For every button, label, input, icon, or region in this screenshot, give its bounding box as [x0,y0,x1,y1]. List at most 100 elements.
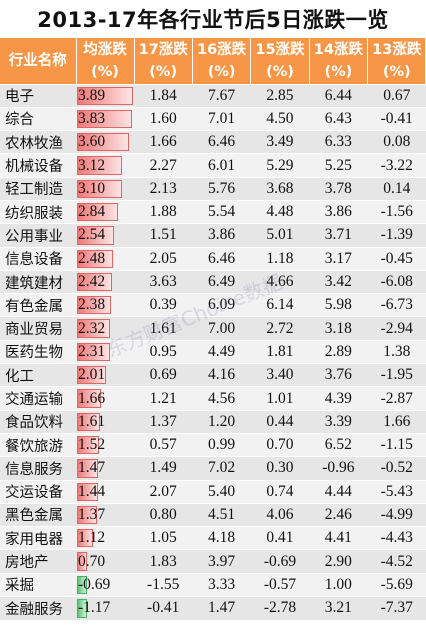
table-row: 黑色金属 1.37 0.80 4.51 4.06 2.46 -4.99 [0,502,426,527]
header-15-label: 15涨跌 [255,41,305,58]
avg-return-value: 2.01 [78,366,106,384]
year-return-cell: 6.01 [192,153,251,178]
avg-return-value: 1.66 [78,389,106,407]
avg-return-bar [77,249,113,268]
avg-return-bar [77,272,112,292]
avg-return-value: 3.12 [78,156,106,174]
year-return-cell: 6.33 [309,130,368,154]
industry-name-cell: 商业贸易 [0,316,76,341]
table-row: 电子 3.89 1.84 7.67 2.85 6.44 0.67 [0,83,426,108]
year-return-cell: -1.39 [367,223,426,248]
year-return-cell: 4.48 [250,199,310,224]
year-return-cell: 2.89 [309,339,368,364]
year-return-cell: 4.18 [192,526,251,550]
year-return-cell: -0.69 [250,549,310,574]
avg-return-value: 1.47 [78,459,106,477]
year-return-cell: 2.07 [134,479,193,504]
industry-name-cell: 房地产 [0,549,76,574]
avg-return-bar [77,156,122,175]
header-17-label: 17涨跌 [138,41,188,58]
year-return-cell: -0.52 [367,456,426,481]
industry-name-cell: 电子 [0,83,76,108]
table-row: 综合 3.83 1.60 7.01 4.50 6.43 -0.41 [0,106,426,131]
year-return-cell: 0.67 [367,83,426,108]
year-return-cell: 7.02 [192,456,251,481]
table-row: 机械设备 3.12 2.27 6.01 5.29 5.25 -3.22 [0,153,426,178]
table-row: 农林牧渔 3.60 1.66 6.46 3.49 6.33 0.08 [0,130,426,154]
avg-return-bar [77,133,129,152]
year-return-cell: -1.55 [134,572,193,597]
year-return-cell: 6.43 [309,106,368,131]
table-row: 房地产 0.70 1.83 3.97 -0.69 2.90 -4.52 [0,549,426,574]
avg-return-value: 2.84 [78,203,106,221]
avg-return-bar [77,342,111,362]
avg-return-cell: 1.44 [76,479,134,504]
table-row: 轻工制造 3.10 2.13 5.76 3.68 3.78 0.14 [0,176,426,201]
year-return-cell: 1.20 [192,409,251,434]
table-row: 建筑建材 2.42 3.63 6.49 4.66 3.42 -6.08 [0,269,426,294]
table-row: 化工 2.01 0.69 4.16 3.40 3.76 -1.95 [0,363,426,387]
avg-return-cell: 3.12 [76,153,134,178]
year-return-cell: 3.71 [309,223,368,248]
avg-return-cell: 2.84 [76,199,134,224]
avg-return-bar [77,552,88,571]
avg-return-value: 2.48 [78,249,106,267]
table-row: 金融服务 -1.17 -0.41 1.47 -2.78 3.21 -7.37 [0,596,426,620]
industry-returns-table: 行业名称 均涨跌 (%) 17涨跌 (%) 16涨跌 (%) 15涨跌 (%) 14涨跌… [0,38,426,620]
year-return-cell: 5.25 [309,153,368,178]
year-return-cell: 0.14 [367,176,426,201]
avg-return-value: 3.83 [78,109,106,127]
year-return-cell: 4.50 [250,106,310,131]
avg-return-bar [77,482,98,501]
year-return-cell: 4.49 [192,339,251,364]
avg-return-cell: 2.42 [76,269,134,294]
table-row: 纺织服装 2.84 1.88 5.54 4.48 3.86 -1.56 [0,199,426,224]
year-return-cell: 4.16 [192,363,251,387]
year-return-cell: 6.46 [192,246,251,271]
industry-name-cell: 化工 [0,363,76,387]
header-16-unit: (%) [207,63,236,80]
year-return-cell: 5.76 [192,176,251,201]
year-return-cell: 2.46 [309,502,368,527]
year-return-cell: -1.56 [367,199,426,224]
avg-return-value: 3.10 [78,179,106,197]
avg-return-cell: 3.89 [76,83,134,108]
header-15: 15涨跌 (%) [250,38,310,84]
year-return-cell: -3.22 [367,153,426,178]
year-return-cell: 0.30 [250,456,310,481]
year-return-cell: 6.49 [192,269,251,294]
page-title: 2013-17年各行业节后5日涨跌一览 [37,8,389,32]
industry-name-cell: 农林牧渔 [0,130,76,154]
header-industry-label: 行业名称 [8,52,67,69]
avg-return-bar [77,529,94,548]
industry-name-cell: 金融服务 [0,596,76,620]
year-return-cell: 0.74 [250,479,310,504]
year-return-cell: -0.41 [367,106,426,131]
avg-return-value: 1.44 [78,482,106,500]
year-return-cell: 3.86 [192,223,251,248]
avg-return-bar [77,202,118,222]
year-return-cell: -6.73 [367,293,426,317]
avg-return-cell: 3.83 [76,106,134,131]
year-return-cell: 3.76 [309,363,368,387]
year-return-cell: 6.44 [309,83,368,108]
avg-return-cell: 2.32 [76,316,134,341]
year-return-cell: -7.37 [367,596,426,620]
table-row: 采掘 -0.69 -1.55 3.33 -0.57 1.00 -5.69 [0,572,426,597]
year-return-cell: 0.41 [250,526,310,550]
table-row: 家用电器 1.12 1.05 4.18 0.41 4.41 -4.43 [0,526,426,550]
year-return-cell: 5.54 [192,199,251,224]
year-return-cell: 3.33 [192,572,251,597]
year-return-cell: 0.08 [367,130,426,154]
industry-name-cell: 交运设备 [0,479,76,504]
year-return-cell: 3.68 [250,176,310,201]
header-16: 16涨跌 (%) [192,38,252,84]
avg-return-value: -0.69 [78,575,111,593]
header-avg-label: 均涨跌 [83,41,127,58]
avg-return-bar [77,296,112,315]
year-return-cell: 1.18 [250,246,310,271]
avg-return-cell: -0.69 [76,572,134,597]
header-17-unit: (%) [149,63,178,80]
industry-name-cell: 餐饮旅游 [0,432,76,457]
avg-return-cell: 3.60 [76,130,134,154]
